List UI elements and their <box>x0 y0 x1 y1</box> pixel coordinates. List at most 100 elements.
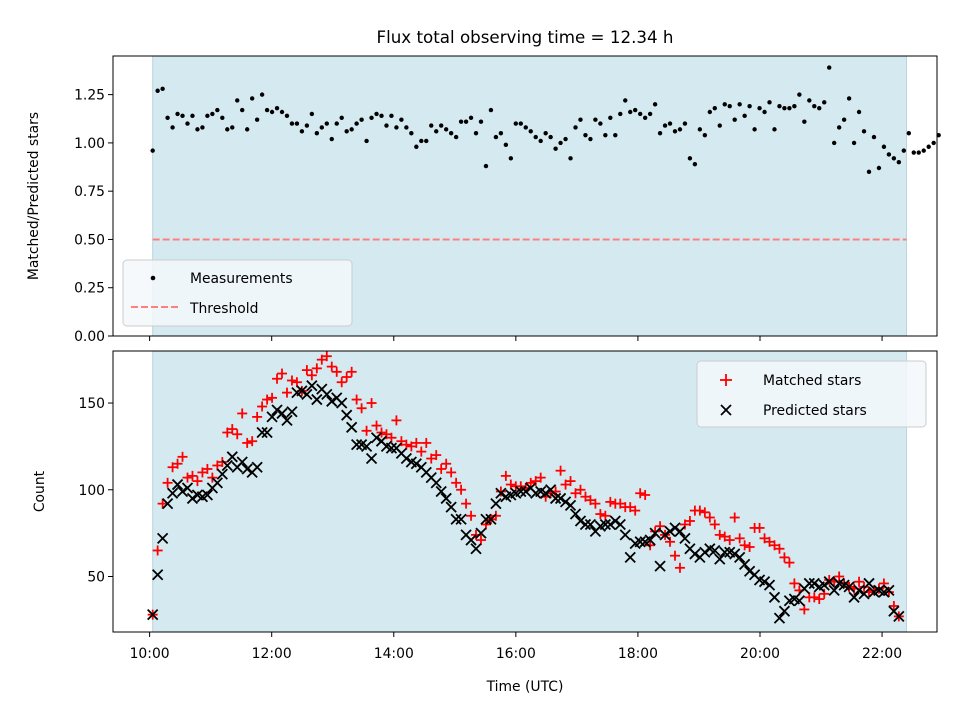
measurement-point <box>647 111 653 117</box>
measurement-point <box>667 121 673 126</box>
y-tick-label: 150 <box>78 396 105 412</box>
predicted-star-marker <box>569 508 582 520</box>
measurement-point <box>443 127 449 132</box>
matched-star-marker <box>436 463 447 474</box>
predicted-star-marker <box>181 482 194 494</box>
measurement-point <box>508 156 514 161</box>
measurement-point <box>259 92 265 97</box>
predicted-star-marker <box>743 565 756 577</box>
matched-star-marker <box>709 519 720 530</box>
predicted-star-marker <box>211 477 223 489</box>
predicted-star-marker <box>579 518 592 531</box>
measurement-point <box>200 125 205 130</box>
predicted-star-marker <box>624 551 636 564</box>
x-tick-label: 14:00 <box>374 646 414 662</box>
predicted-star-marker <box>296 385 308 397</box>
matched-star-marker <box>351 394 362 405</box>
predicted-star-marker <box>445 501 457 513</box>
matched-star-marker <box>152 545 163 556</box>
measurement-points <box>150 65 941 175</box>
measurement-point <box>354 121 359 126</box>
predicted-star-marker <box>236 456 248 468</box>
matched-star-marker <box>157 498 168 509</box>
predicted-star-marker <box>659 529 671 541</box>
matched-star-marker <box>376 427 387 438</box>
predicted-star-marker <box>808 577 820 590</box>
measurement-point <box>434 129 439 134</box>
predicted-star-marker <box>480 513 492 525</box>
y-tick-label: 0.75 <box>74 184 105 200</box>
predicted-star-marker <box>306 380 318 392</box>
matched-star-marker <box>500 470 511 481</box>
measurement-point <box>702 132 708 138</box>
measurement-point <box>369 115 374 120</box>
bottom-y-axis: 50 100 150 <box>78 396 113 585</box>
matched-star-marker <box>321 351 332 362</box>
matched-star-marker <box>734 533 745 544</box>
predicted-star-marker <box>768 591 781 603</box>
measurement-point <box>419 138 424 144</box>
measurement-point <box>737 102 742 107</box>
measurement-point <box>478 119 484 124</box>
predicted-star-marker <box>515 485 527 498</box>
bottom-x-axis: 10:00 12:00 14:00 16:00 18:00 20:00 22:00 <box>130 632 902 662</box>
predicted-star-marker <box>440 492 452 505</box>
predicted-star-marker <box>201 489 214 501</box>
measurement-point <box>394 125 399 130</box>
predicted-star-marker <box>221 459 233 472</box>
measurement-point <box>797 92 802 97</box>
measurement-point <box>155 88 160 93</box>
matched-star-marker <box>779 552 790 563</box>
measurement-point <box>583 132 588 138</box>
measurement-point <box>513 121 519 126</box>
measurement-point <box>757 105 762 111</box>
measurement-point <box>926 144 931 149</box>
matched-star-marker <box>341 372 352 383</box>
measurement-point <box>861 129 867 134</box>
measurement-point <box>279 109 285 115</box>
measurement-point <box>871 134 877 140</box>
measurement-point <box>399 117 404 122</box>
measurement-point <box>906 131 912 136</box>
measurement-point <box>458 119 464 124</box>
matched-star-marker <box>237 408 248 419</box>
matched-star-marker <box>416 446 427 457</box>
matched-star-marker <box>655 521 666 532</box>
y-tick-label: 0.50 <box>74 232 105 248</box>
matched-star-marker <box>674 562 685 573</box>
top-y-axis-label: Matched/Predicted stars <box>26 112 42 280</box>
measurement-point <box>364 138 369 144</box>
predicted-star-marker <box>186 492 199 505</box>
x-tick-label: 10:00 <box>130 646 170 662</box>
predicted-star-marker <box>346 421 358 433</box>
matched-star-marker <box>645 540 656 551</box>
predicted-star-marker <box>311 393 323 406</box>
predicted-star-marker <box>465 534 477 546</box>
count-panel: 50 100 150 10:00 12:00 14:00 16:00 18:00 20:00 2… <box>32 350 938 695</box>
measurement-point <box>409 131 414 136</box>
measurement-point <box>230 125 235 130</box>
measurement-point <box>528 129 533 134</box>
predicted-star-marker <box>490 498 502 510</box>
measurement-point <box>379 113 384 119</box>
matched-star-marker <box>600 510 611 521</box>
matched-star-marker <box>242 437 253 448</box>
matched-star-marker <box>217 457 228 468</box>
matched-star-marker <box>809 592 820 603</box>
measurement-point <box>374 111 379 117</box>
predicted-star-marker <box>649 527 661 539</box>
matched-star-marker <box>739 540 750 551</box>
measurement-point <box>309 111 315 117</box>
matched-star-marker <box>744 542 755 553</box>
measurement-point <box>682 121 688 126</box>
measurement-point <box>289 121 295 126</box>
matched-star-marker <box>525 477 536 488</box>
measurement-point <box>886 152 892 157</box>
measurement-point <box>210 111 215 117</box>
measurement-point <box>493 134 499 140</box>
measurement-point <box>359 117 364 122</box>
measurement-point <box>195 127 200 132</box>
matched-star-marker <box>590 498 601 509</box>
measurement-point <box>598 121 603 126</box>
predicted-star-marker <box>171 478 184 491</box>
